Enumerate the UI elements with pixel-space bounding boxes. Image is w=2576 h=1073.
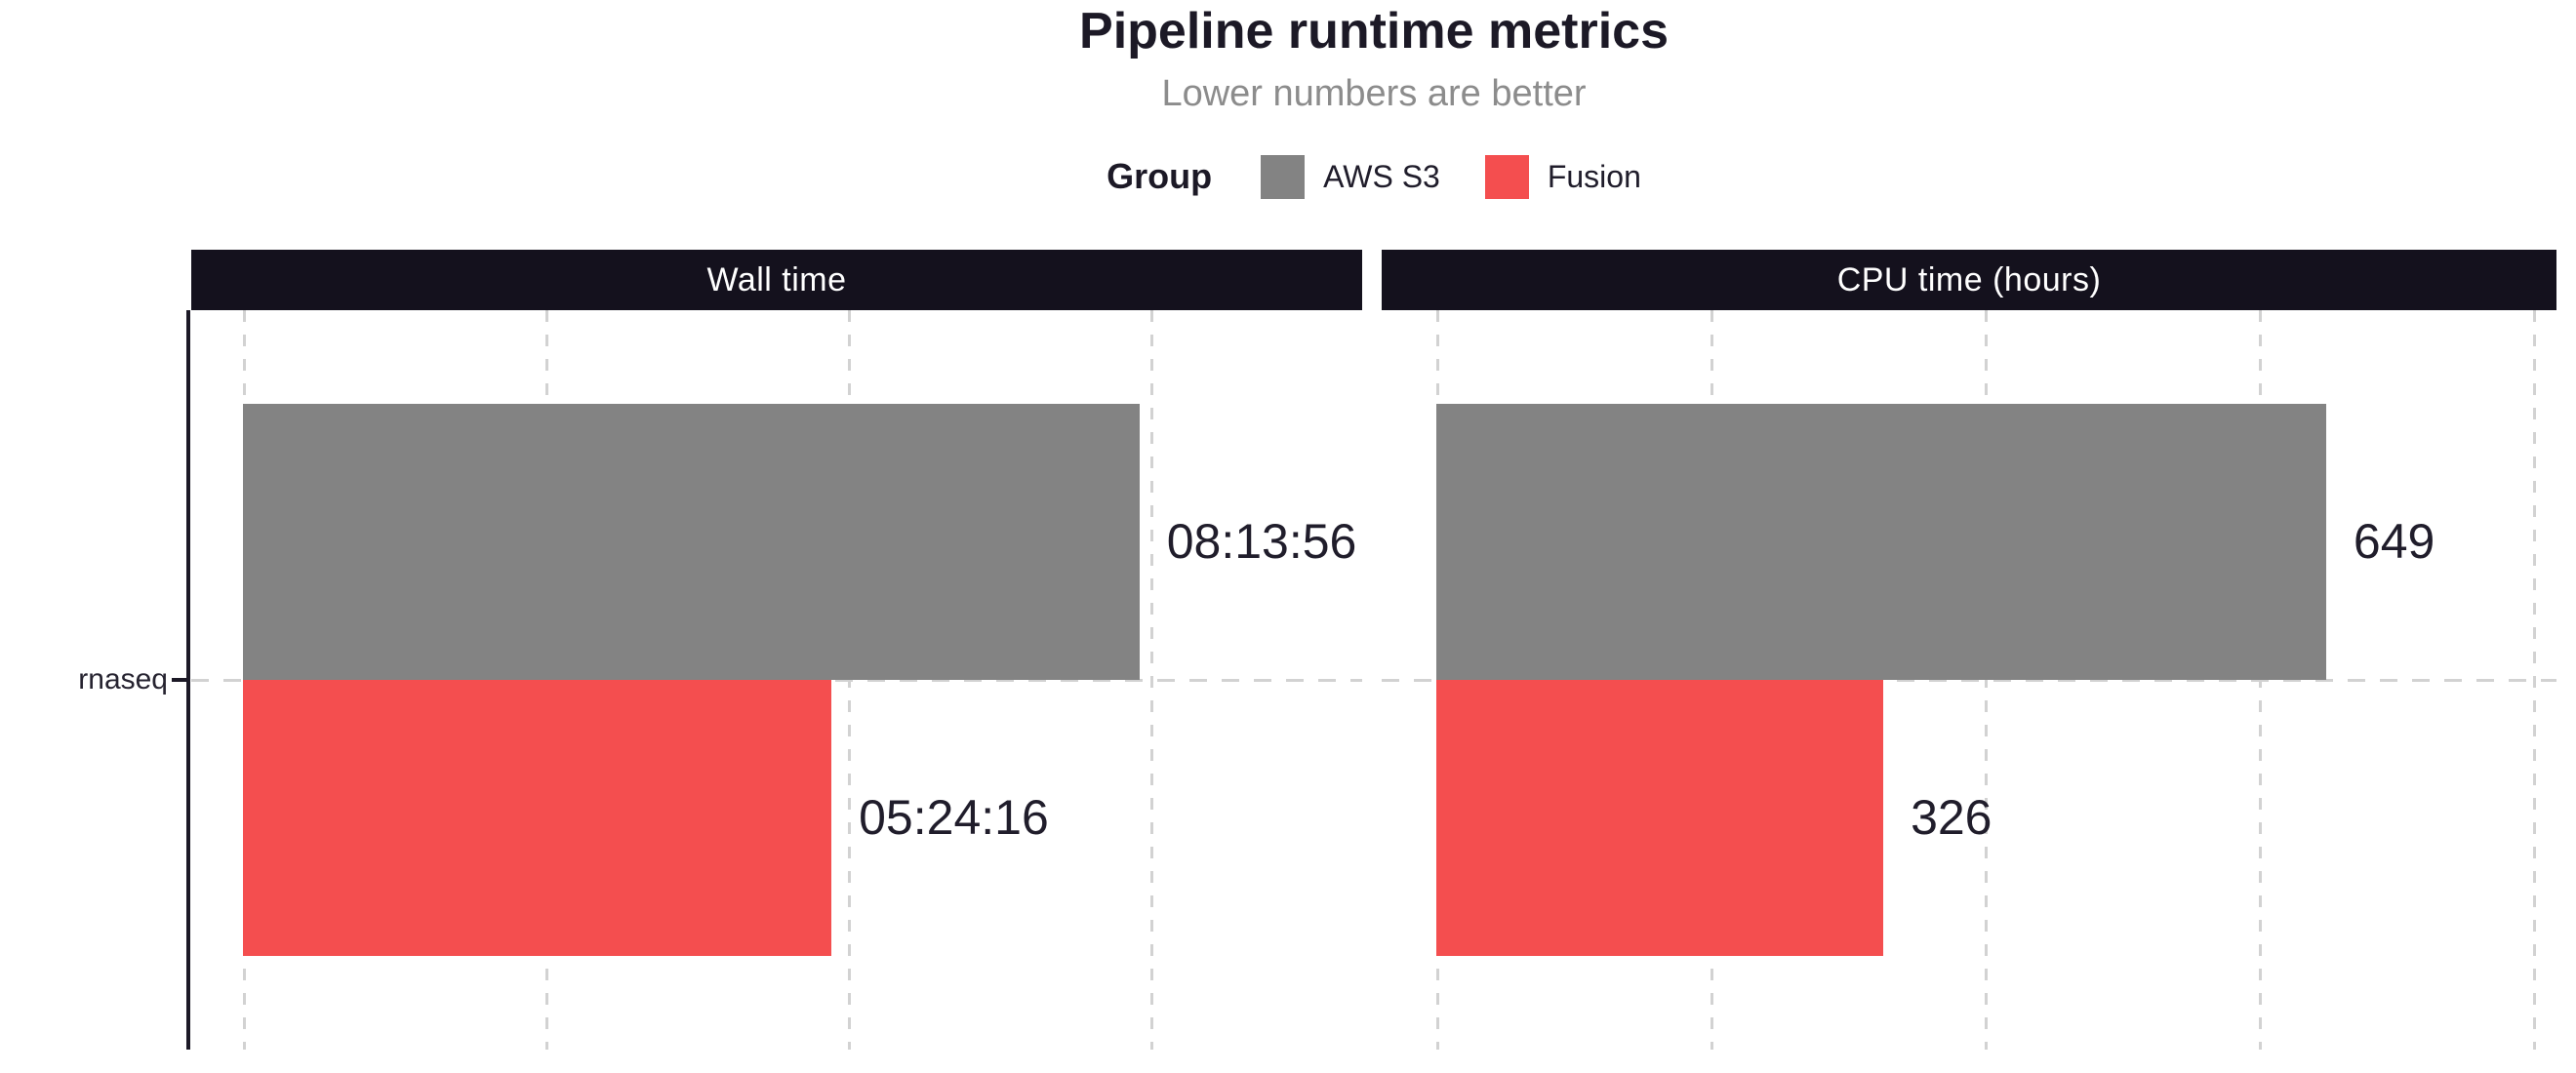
bar-aws-s3 [1436,404,2326,680]
bar-value-label-aws-s3: 649 [2353,514,2435,569]
legend-swatch-aws-s3 [1261,154,1306,199]
bar-fusion [243,680,832,956]
chart-subtitle: Lower numbers are better [1161,73,1587,114]
plot-area-wall-time: 08:13:56 05:24:16 [191,310,1362,1050]
facet-strip-wall-time: Wall time [191,250,1362,310]
chart-title: Pipeline runtime metrics [1079,3,1669,60]
legend-swatch-fusion [1484,154,1529,199]
legend-item-aws-s3: AWS S3 [1261,154,1440,199]
y-axis-tick [172,678,187,682]
facet-panel-cpu-time: CPU time (hours) 649 326 [1382,250,2556,1050]
bar-value-label-fusion: 326 [1911,790,1992,845]
y-axis-tick-label: rnaseq [78,663,168,695]
bar-fusion [1436,680,1884,956]
facet-strip-title: Wall time [706,260,847,298]
category-gridline [1382,679,2556,682]
facet-panel-wall-time: Wall time 08:13:56 05:24:16 [191,250,1362,1050]
bar-value-label-aws-s3: 08:13:56 [1166,514,1357,569]
facet-strip-title: CPU time (hours) [1836,260,2102,298]
legend-title: Group [1107,156,1213,196]
bar-aws-s3 [243,404,1140,680]
facet-strip-cpu-time: CPU time (hours) [1382,250,2556,310]
legend: Group AWS S3 Fusion [191,151,2556,202]
bar-value-label-fusion: 05:24:16 [859,790,1049,845]
plot-area-cpu-time: 649 326 [1382,310,2556,1050]
legend-item-fusion: Fusion [1484,154,1641,199]
legend-label-aws-s3: AWS S3 [1323,158,1440,194]
legend-label-fusion: Fusion [1547,158,1641,194]
y-axis-line [186,310,190,1050]
